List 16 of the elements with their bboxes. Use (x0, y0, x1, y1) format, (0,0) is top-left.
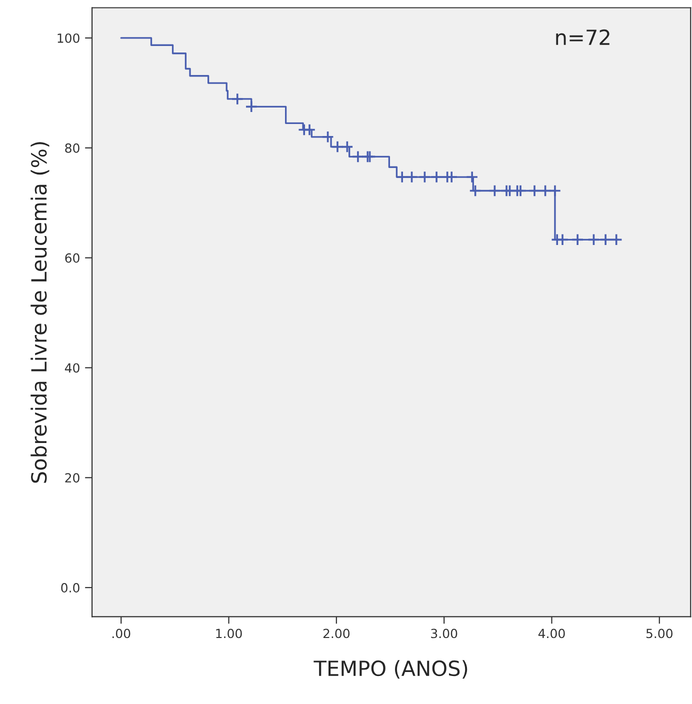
y-tick-label: 0.0 (61, 583, 80, 592)
y-axis-title: Sobrevida Livre de Leucemia (%) (30, 142, 50, 483)
y-tick-label: 100 (58, 33, 80, 43)
x-tick-label: 4.00 (538, 628, 565, 638)
y-tick-label: 20 (65, 473, 80, 483)
y-tick-label: 60 (65, 253, 80, 263)
y-tick-label: 80 (65, 143, 80, 153)
x-tick-label: 2.00 (323, 628, 350, 638)
y-tick-label: 40 (64, 363, 80, 373)
point (322, 130, 334, 144)
x-tick-label: .00 (112, 628, 130, 638)
x-tick-label: 1.00 (216, 628, 242, 638)
x-axis-title: TEMPO (ANOS) (314, 660, 468, 679)
annotation: n=72 (556, 29, 610, 45)
x-tick-label: 5.00 (646, 628, 672, 638)
x-tick-label: 3.00 (431, 628, 458, 638)
